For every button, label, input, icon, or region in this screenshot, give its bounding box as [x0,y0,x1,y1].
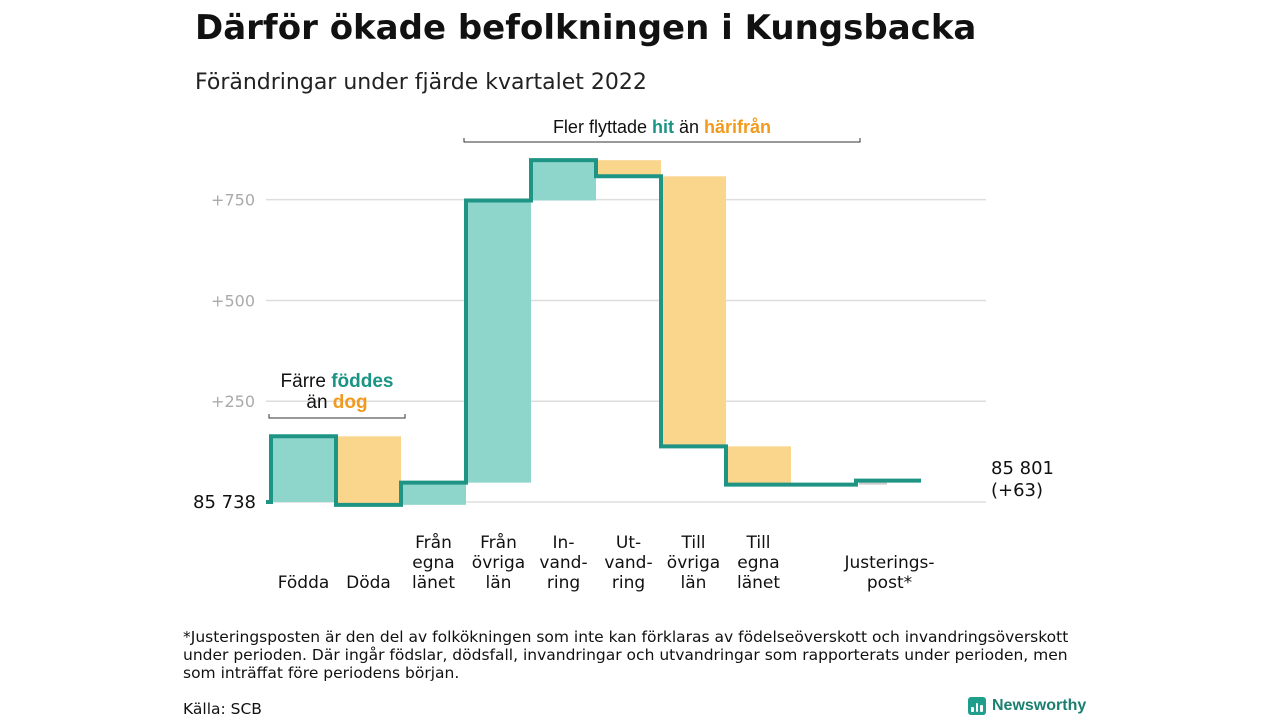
migration-annotation-part: hit [652,117,674,137]
category-label: ring [612,573,645,593]
category-label: ring [547,573,580,593]
migration-annotation-part: än [674,117,704,137]
category-label: Från [480,532,517,553]
source-label: Källa: SCB [183,700,262,718]
end-value-label: 85 801 [991,458,1054,479]
category-label: egna [412,553,454,573]
newsworthy-logo-icon [968,697,986,715]
births-annotation-line2: än dog [306,392,367,413]
footnote: *Justeringsposten är den del av folkökni… [183,628,1069,682]
category-label: post* [867,573,912,593]
category-label: egna [737,553,779,573]
chart-subtitle: Förändringar under fjärde kvartalet 2022 [195,70,647,95]
waterfall-bar [859,480,887,485]
category-label: län [681,573,707,593]
category-label: In- [553,533,575,553]
start-value-label: 85 738 [193,492,256,513]
births-annotation-part: föddes [331,371,393,392]
category-label: Födda [278,573,330,593]
migration-bracket [463,138,861,143]
births-annotation-part: dog [333,392,368,413]
category-label: länet [412,573,455,593]
category-label: Ut- [616,533,641,553]
category-label: vand- [539,553,587,573]
births-annotation-part: än [306,392,332,413]
waterfall-chart: +250 +500 +750 85 738 85 801(+63) Födda Döda Fr… [193,117,1054,593]
waterfall-bar [401,482,466,505]
category-label: vand- [604,553,652,573]
chart-title: Därför ökade befolkningen i Kungsbacka [195,8,977,48]
category-label: länet [737,573,780,593]
category-label: Döda [346,573,391,593]
waterfall-bar [466,200,531,483]
category-label: Justerings- [843,553,934,573]
waterfall-bar [271,436,336,502]
y-tick-label: +250 [211,392,255,411]
category-label: övriga [667,553,720,573]
category-label: övriga [472,553,525,573]
category-label: Till [680,533,705,553]
migration-annotation: Fler flyttade hit än härifrån [553,117,771,137]
y-tick-label: +750 [211,191,255,210]
waterfall-bar [661,176,726,447]
migration-annotation-part: Fler flyttade [553,117,652,137]
waterfall-bar [531,160,596,201]
waterfall-bar [726,446,791,485]
births-bracket [268,414,406,419]
newsworthy-name: Newsworthy [992,697,1087,714]
category-label: Från [415,532,452,553]
end-value-label: (+63) [991,480,1043,501]
category-label: län [486,573,512,593]
y-tick-label: +500 [211,291,255,310]
births-annotation-line1: Färre föddes [281,371,394,392]
births-annotation-part: Färre [281,371,332,392]
category-label: Till [745,533,770,553]
waterfall-bar [336,436,401,505]
migration-annotation-part: härifrån [704,117,771,137]
waterfall-bar [596,160,661,177]
newsworthy-logo: Newsworthy [968,697,1086,715]
running-total-line [266,158,921,507]
